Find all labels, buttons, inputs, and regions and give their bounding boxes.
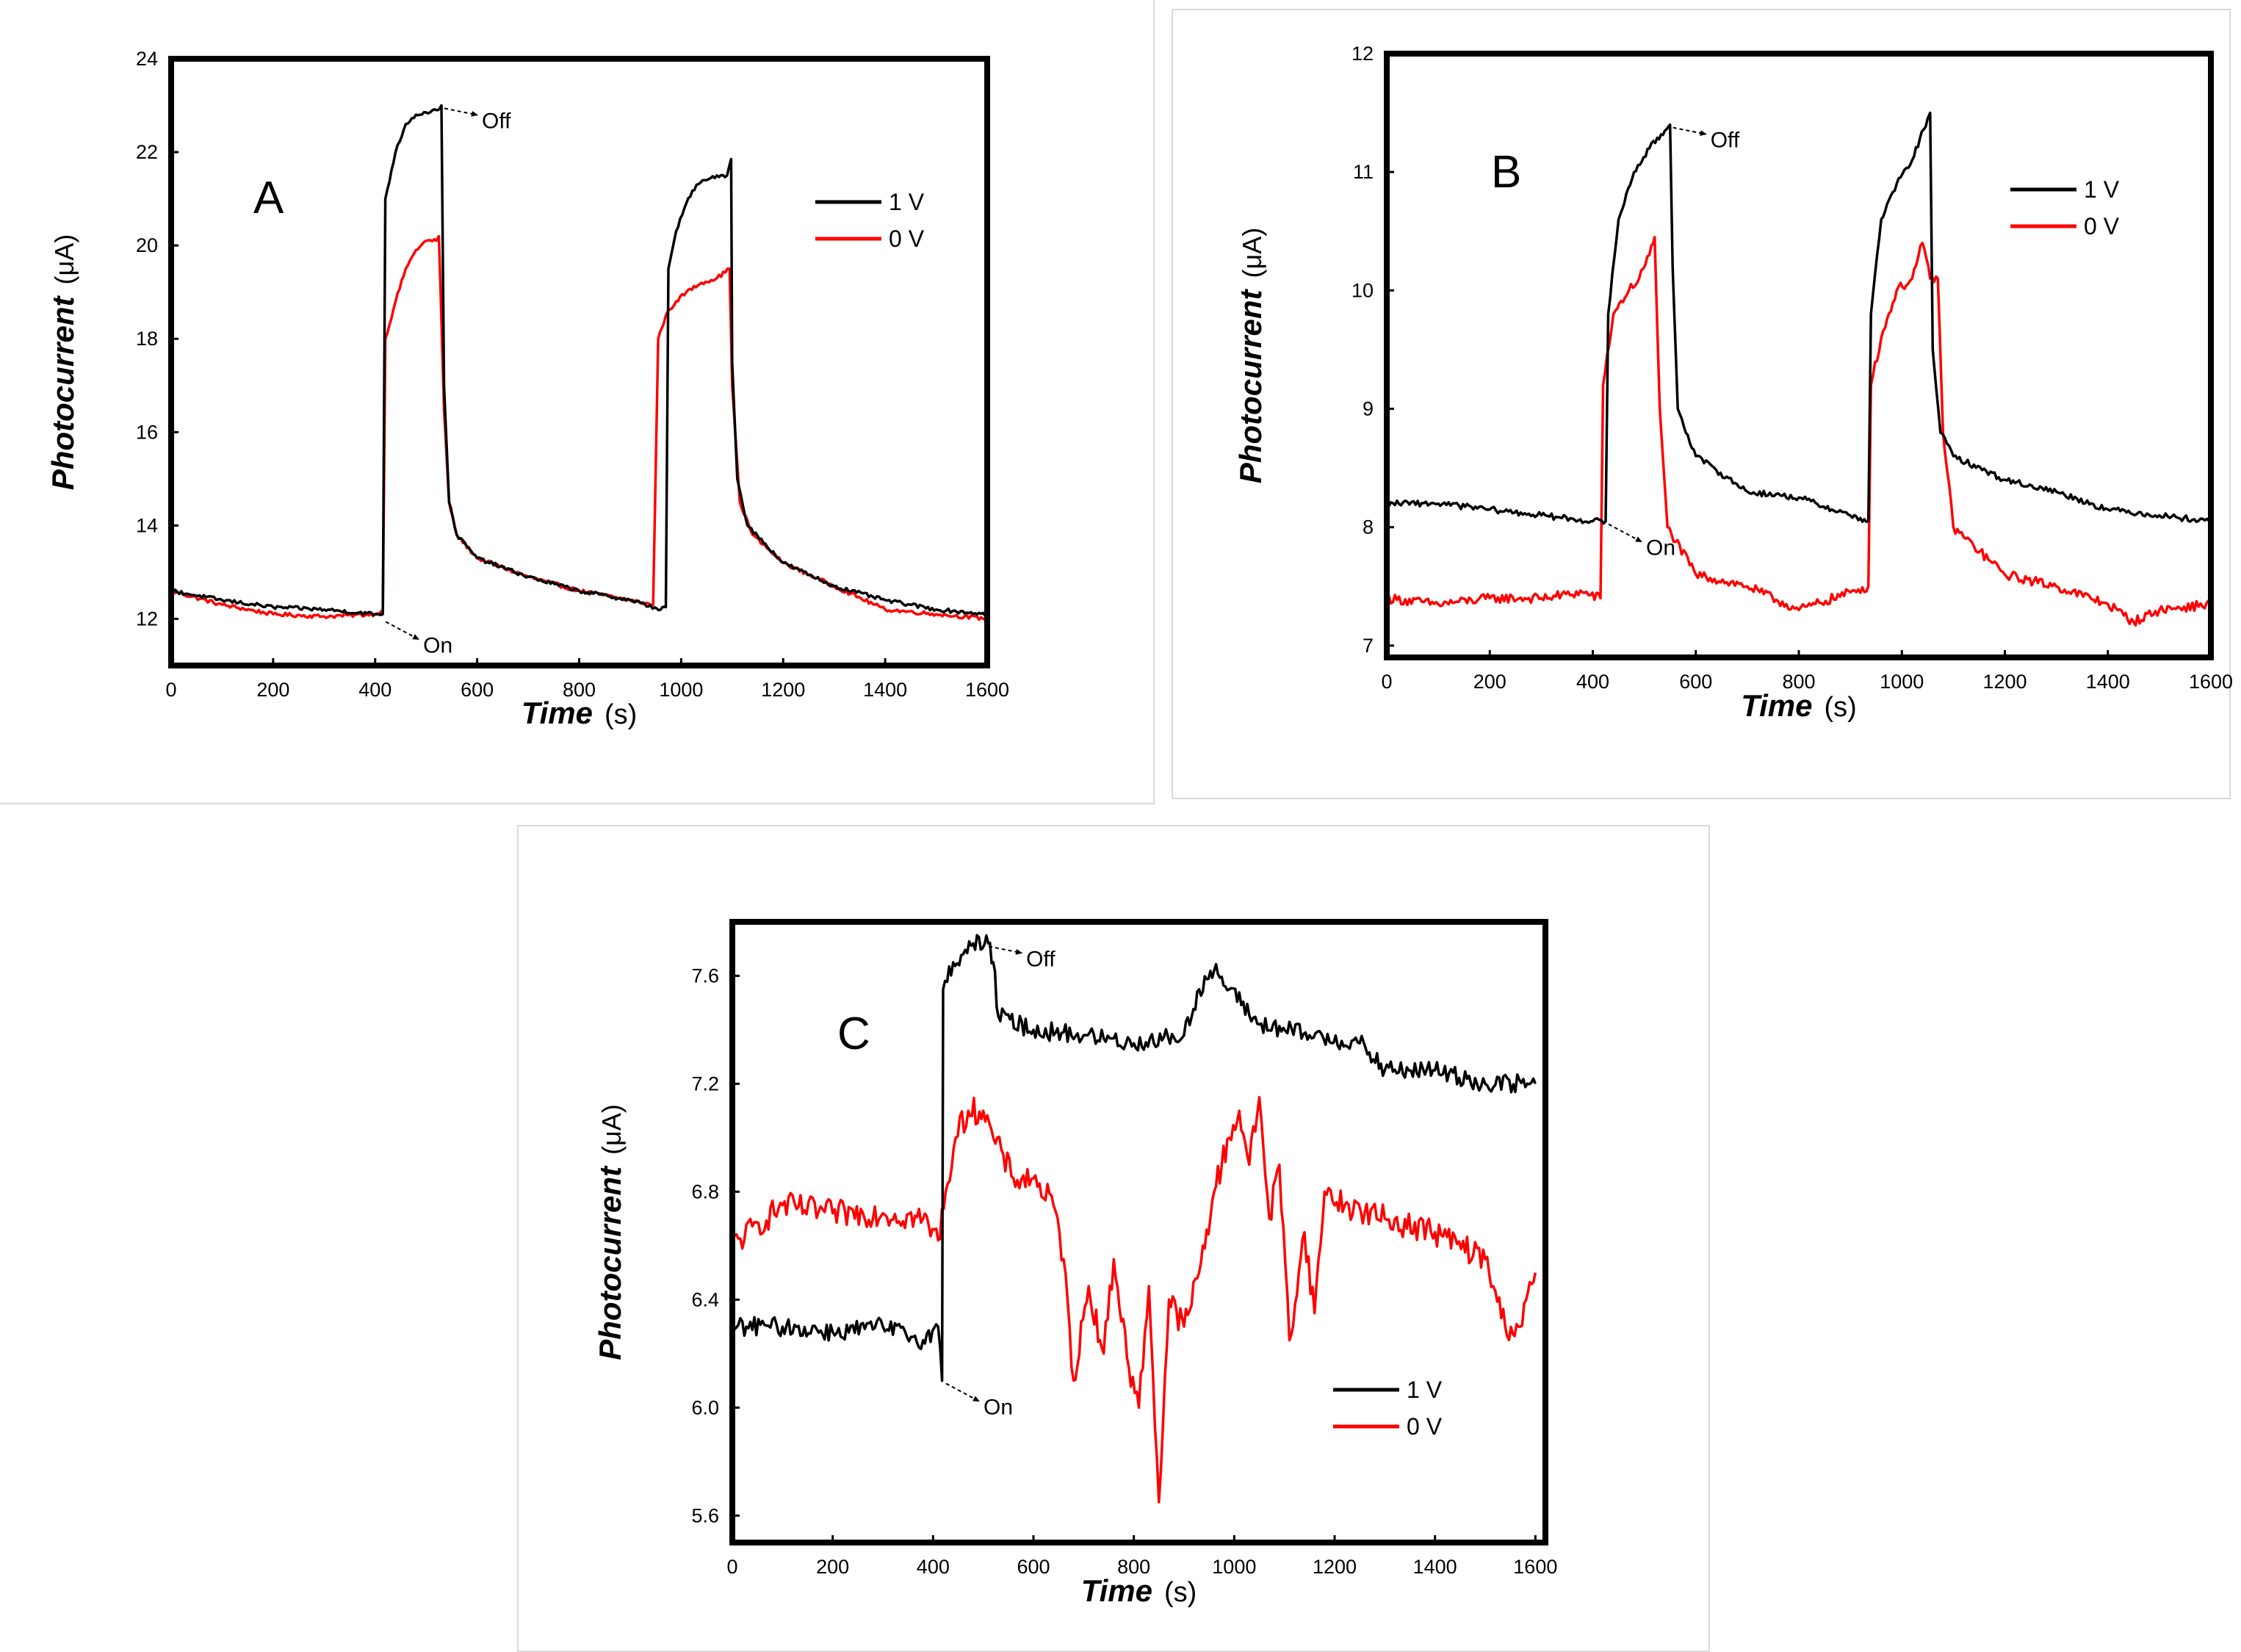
- y-axis-label-c: Photocurrent(μA): [593, 1104, 627, 1360]
- y-tick-label-a: 16: [136, 421, 158, 443]
- panel-a-frame: [0, 0, 1155, 804]
- y-tick-label-b: 11: [1353, 161, 1374, 183]
- x-tick-label-b: 400: [1576, 671, 1609, 693]
- x-tick-label-a: 1400: [863, 679, 907, 701]
- legend-label-b: 1 V: [2084, 176, 2120, 203]
- x-tick-label-a: 400: [358, 679, 391, 701]
- x-tick-label-b: 1000: [1880, 671, 1924, 693]
- legend-label-c: 1 V: [1407, 1377, 1443, 1403]
- y-tick-label-a: 12: [136, 607, 158, 630]
- annotation-arrow-a: [444, 107, 478, 117]
- y-tick-label-b: 8: [1363, 516, 1374, 538]
- panel-b-frame: [1172, 9, 2231, 799]
- x-tick-label-c: 1400: [1413, 1556, 1457, 1578]
- x-tick-label-a: 1000: [659, 679, 703, 701]
- x-axis-label-b: Time (s): [1741, 688, 1857, 723]
- x-tick-label-a: 0: [165, 679, 176, 701]
- annotation-on-c: On: [984, 1396, 1013, 1420]
- y-tick-label-c: 7.6: [691, 964, 719, 986]
- x-tick-label-b: 600: [1679, 671, 1712, 693]
- panel-label-c: C: [837, 1009, 870, 1059]
- x-tick-label-a: 600: [461, 679, 494, 701]
- x-tick-label-b: 1400: [2086, 671, 2130, 693]
- x-tick-label-c: 400: [917, 1556, 950, 1578]
- series-line-0v-a: [171, 234, 987, 621]
- y-tick-label-a: 20: [136, 234, 158, 256]
- y-tick-label-b: 7: [1363, 635, 1374, 657]
- x-tick-label-a: 200: [256, 679, 289, 701]
- y-tick-label-c: 6.4: [691, 1288, 719, 1310]
- x-tick-label-c: 0: [726, 1556, 737, 1578]
- panel-label-b: B: [1491, 147, 1521, 198]
- plot-frame-b: [1384, 51, 2214, 660]
- y-tick-label-b: 12: [1352, 43, 1374, 65]
- y-tick-label-c: 6.0: [691, 1396, 719, 1418]
- x-axis-label-c: Time (s): [1081, 1573, 1197, 1608]
- annotation-arrow-c: [945, 1382, 980, 1402]
- y-tick-label-c: 6.8: [691, 1180, 719, 1202]
- legend-label-c: 0 V: [1407, 1413, 1443, 1440]
- annotation-off-c: Off: [1026, 947, 1055, 971]
- y-tick-label-c: 5.6: [691, 1504, 719, 1526]
- legend-label-a: 0 V: [889, 226, 925, 252]
- x-tick-label-a: 1200: [761, 679, 805, 701]
- series-line-0v-c: [732, 1096, 1537, 1504]
- x-tick-label-b: 0: [1381, 671, 1392, 693]
- legend-label-a: 1 V: [889, 189, 925, 215]
- annotation-arrow-a: [385, 621, 420, 641]
- annotation-arrow-b: [1672, 126, 1707, 137]
- x-tick-label-a: 800: [563, 679, 596, 701]
- chart-panel-c: 0 200 400 600 800 1000 1200 1400 1600 5.6 6.0 6.4 6.…: [593, 919, 1557, 1608]
- x-axis-label-a: Time (s): [522, 696, 638, 730]
- y-tick-label-a: 18: [136, 328, 158, 350]
- x-tick-label-c: 1000: [1212, 1556, 1256, 1578]
- chart-panel-a: 0 200 400 600 800 1000 1200 1400 1600 12 14 16 18 20 2…: [46, 48, 1009, 730]
- x-tick-label-b: 1600: [2189, 671, 2233, 693]
- x-tick-label-b: 1200: [1982, 671, 2027, 693]
- annotation-arrow-b: [1608, 523, 1642, 543]
- y-tick-label-a: 14: [136, 514, 158, 536]
- y-tick-label-a: 24: [136, 48, 158, 70]
- legend-label-b: 0 V: [2084, 213, 2120, 239]
- x-tick-label-c: 1600: [1513, 1556, 1557, 1578]
- annotation-on-b: On: [1646, 536, 1675, 560]
- x-tick-label-c: 200: [816, 1556, 849, 1578]
- plot-frame-c: [729, 919, 1548, 1545]
- panel-c-frame: [517, 825, 1710, 1652]
- annotation-arrow-c: [988, 945, 1023, 955]
- plot-frame-a: [168, 56, 990, 668]
- y-tick-label-b: 10: [1352, 279, 1374, 301]
- panel-label-a: A: [253, 173, 284, 223]
- x-tick-label-b: 200: [1473, 671, 1506, 693]
- x-tick-label-c: 600: [1017, 1556, 1050, 1578]
- series-line-1v-c: [732, 934, 1537, 1382]
- x-tick-label-c: 1200: [1313, 1556, 1357, 1578]
- y-tick-label-a: 22: [136, 141, 158, 163]
- annotation-on-a: On: [423, 633, 452, 657]
- chart-panel-b: 0 200 400 600 800 1000 1200 1400 1600 7 8 9 10 11 12 Ti…: [1233, 43, 2233, 723]
- series-line-1v-b: [1387, 111, 2211, 525]
- y-axis-label-a: Photocurrent(μA): [46, 234, 80, 490]
- annotation-off-a: Off: [482, 109, 511, 134]
- y-axis-label-b: Photocurrent(μA): [1233, 228, 1268, 483]
- y-tick-label-b: 9: [1363, 398, 1374, 420]
- series-line-0v-b: [1387, 236, 2211, 627]
- x-tick-label-a: 1600: [965, 679, 1009, 701]
- annotation-off-b: Off: [1711, 129, 1740, 153]
- x-tick-label-b: 800: [1782, 671, 1815, 693]
- y-tick-label-c: 7.2: [691, 1072, 719, 1094]
- series-line-1v-a: [171, 104, 987, 617]
- x-tick-label-c: 800: [1117, 1556, 1150, 1578]
